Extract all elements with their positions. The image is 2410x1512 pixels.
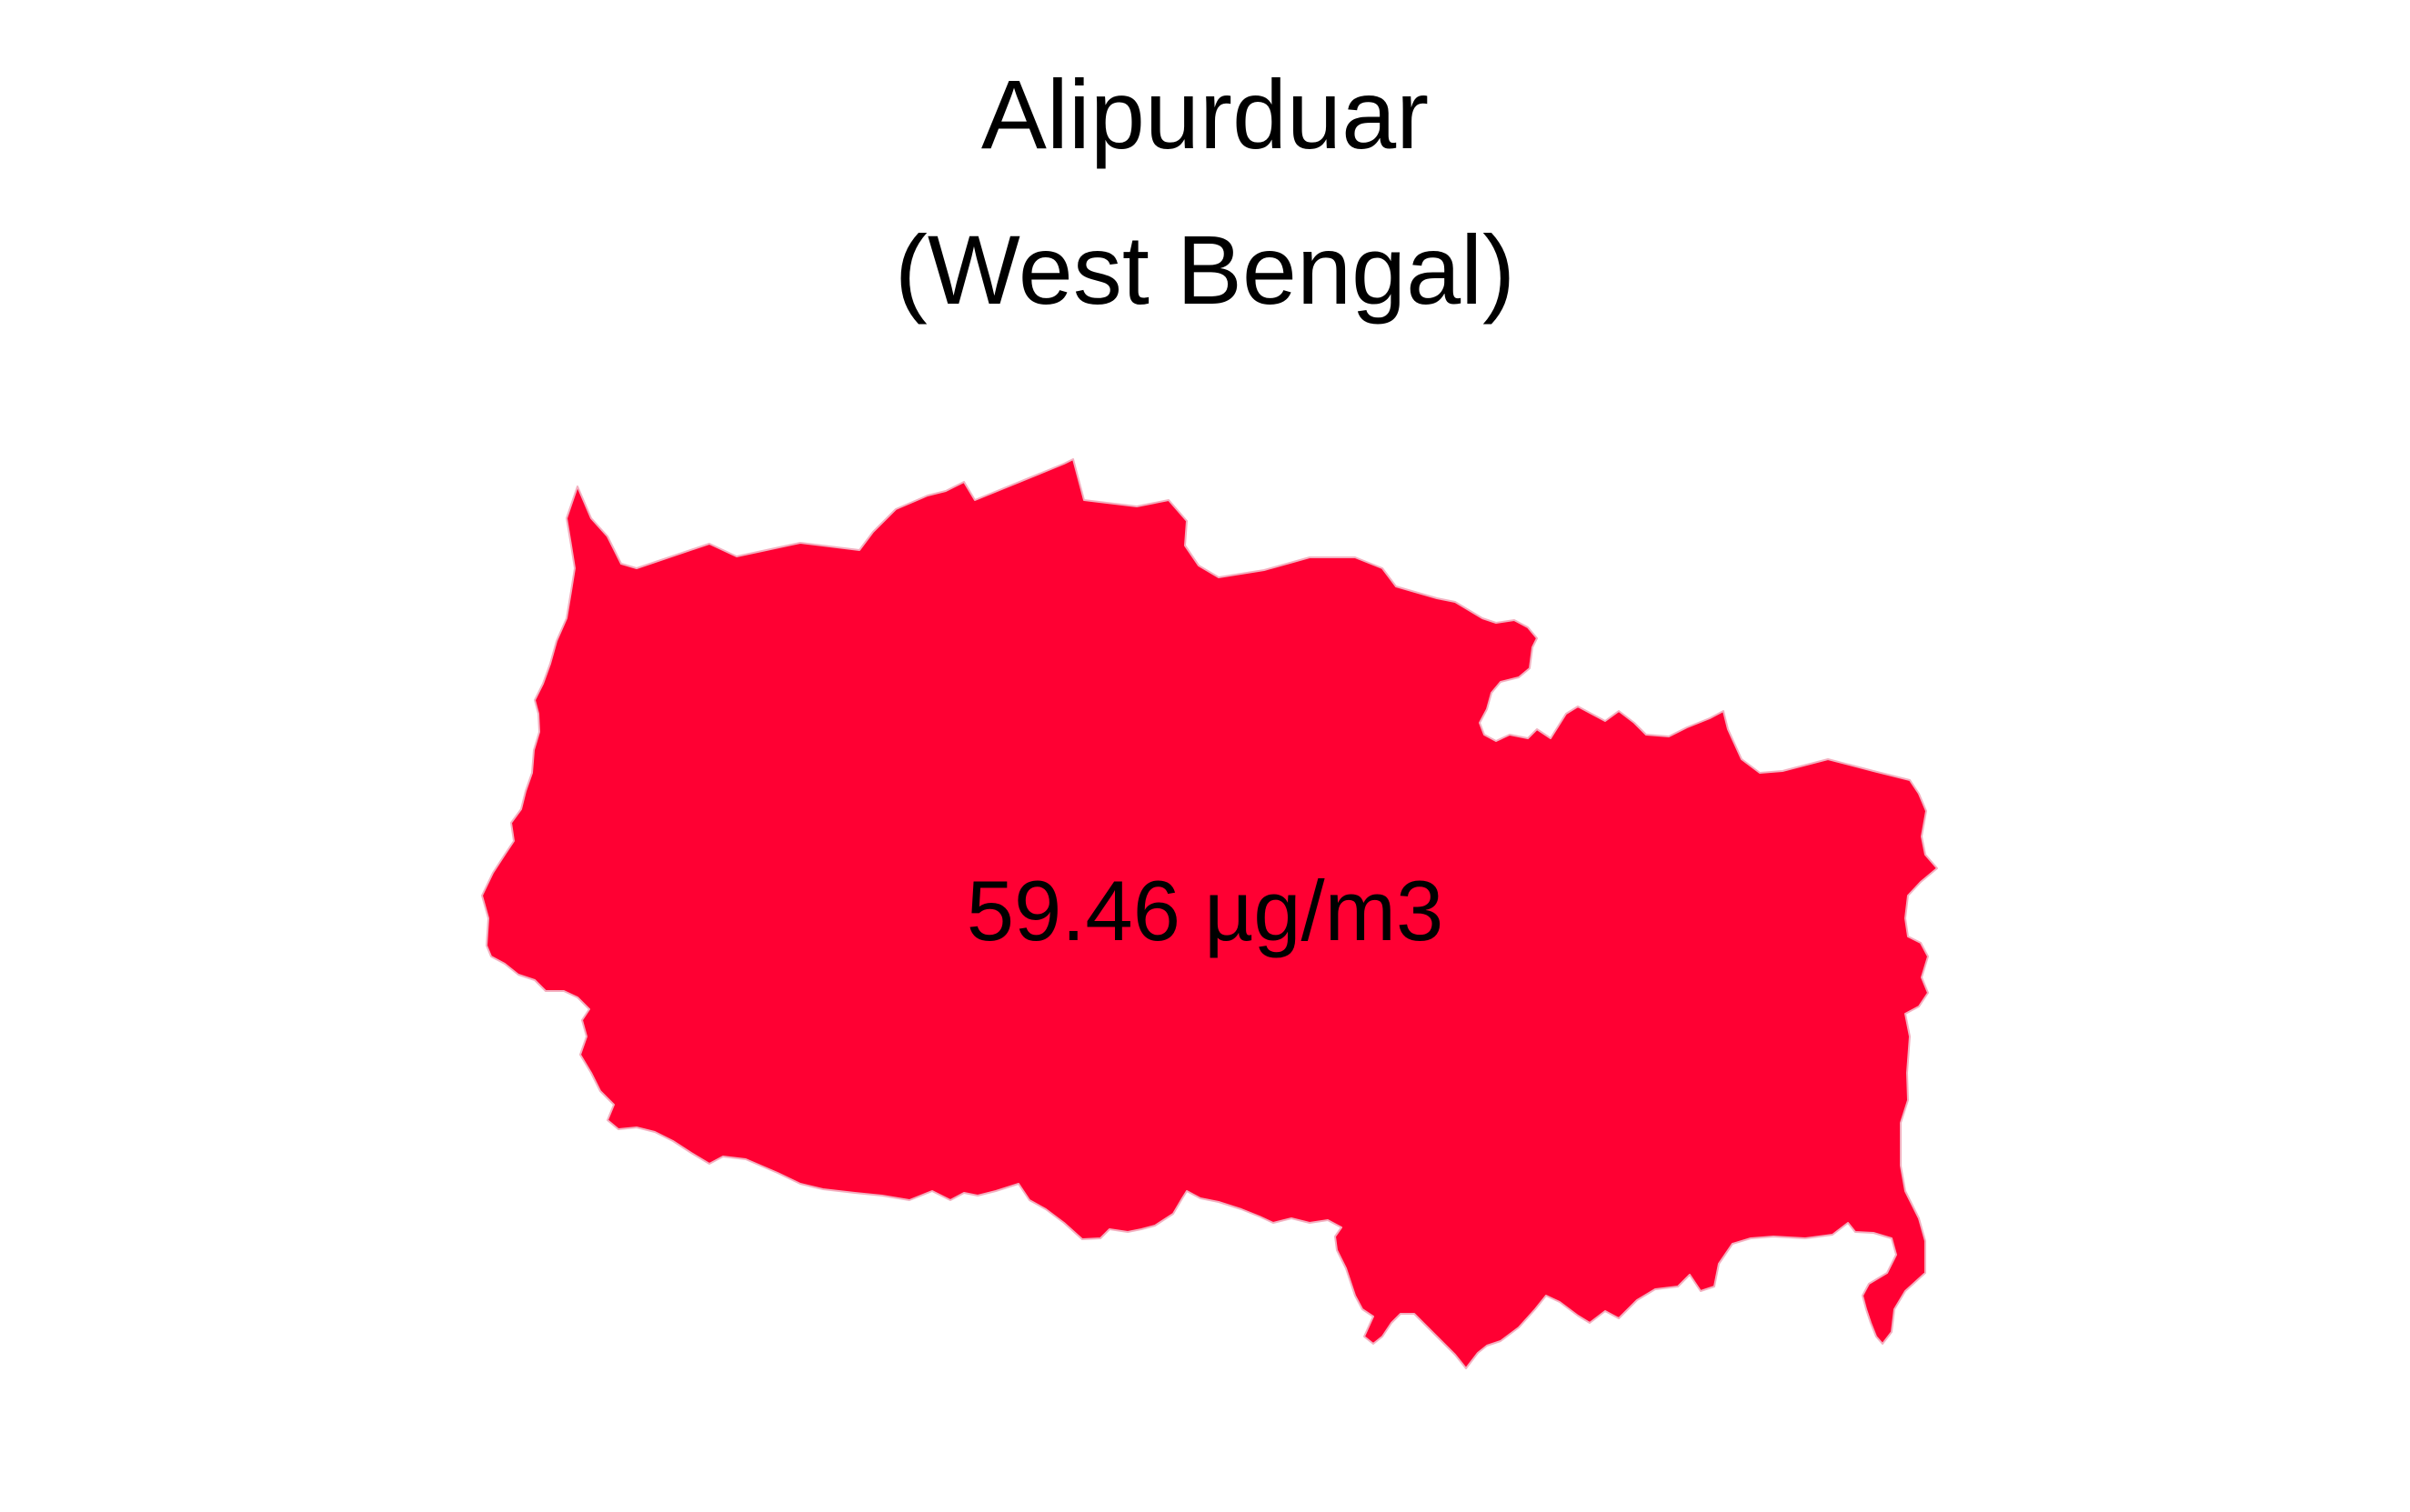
pollution-value-label: 59.46 µg/m3 bbox=[966, 863, 1444, 958]
district-shape-alipurduar bbox=[481, 458, 1938, 1369]
map-subtitle: (West Bengal) bbox=[894, 215, 1516, 325]
map-title: Alipurduar bbox=[980, 59, 1430, 169]
